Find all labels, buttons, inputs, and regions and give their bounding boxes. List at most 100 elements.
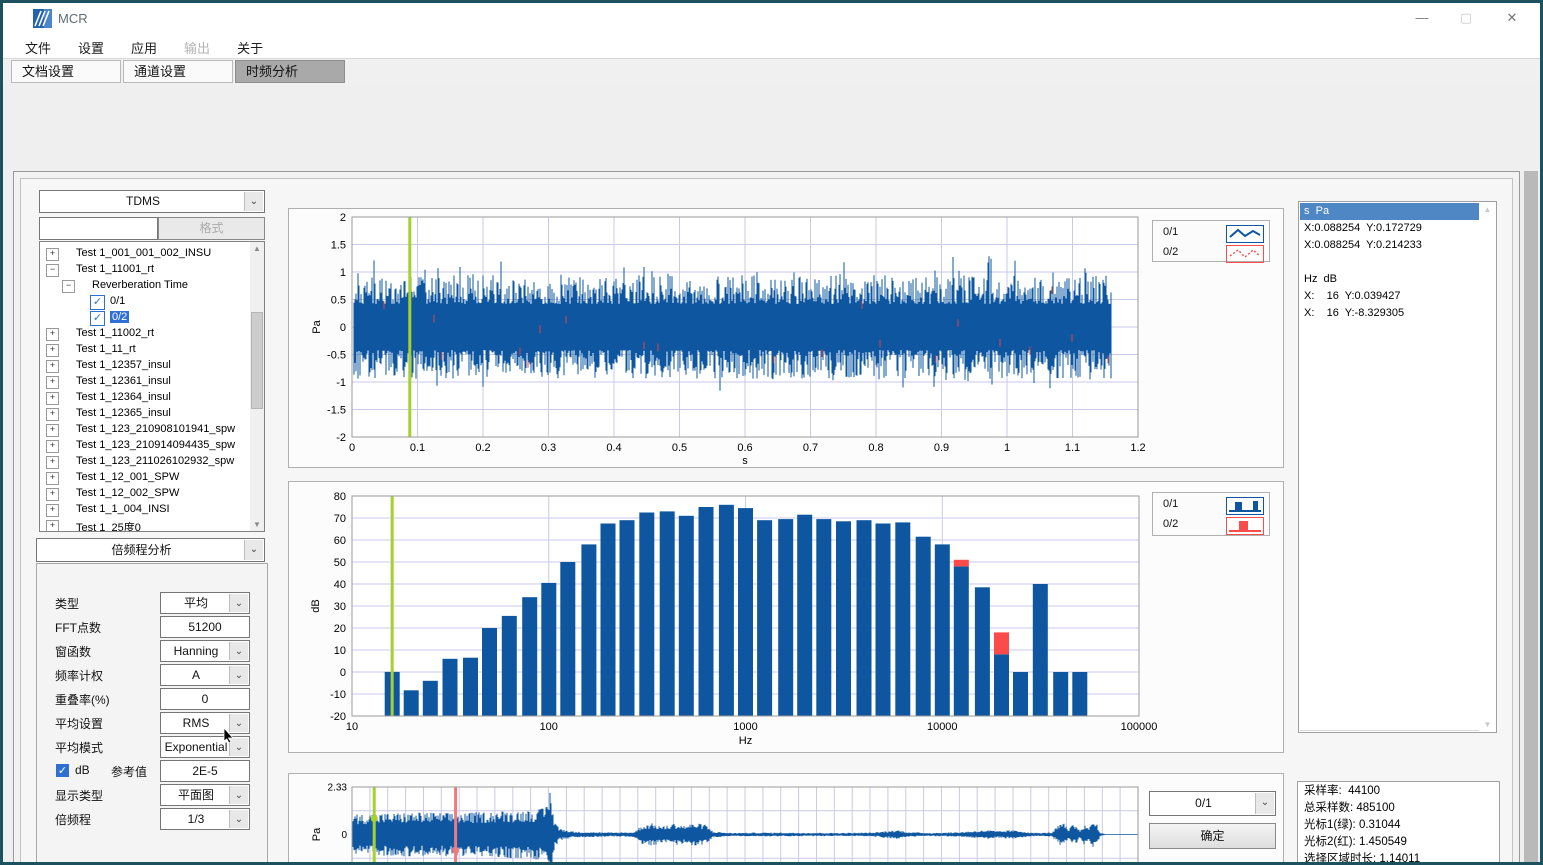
chevron-down-icon[interactable]: ⌄ [229,666,248,684]
tree-scrollbar[interactable]: ▲ ▼ [250,242,264,531]
expand-icon[interactable]: + [46,456,59,469]
menu-item[interactable]: 设置 [69,33,113,57]
checkbox[interactable]: ✓ [90,295,105,310]
tree-row[interactable]: +Test 1_25度0 [40,518,245,532]
legend-row[interactable]: 0/2 [1153,243,1269,263]
tree-row[interactable]: +Test 1_1_004_INSI [40,502,245,518]
tab-1[interactable]: 通道设置 [123,60,233,83]
tree-row[interactable]: +Test 1_123_210914094435_spw [40,438,245,454]
collapse-icon[interactable]: − [62,280,75,293]
readout-row[interactable]: X:0.088254 Y:0.172729 [1300,220,1479,238]
tab-2[interactable]: 时频分析 [235,60,345,83]
confirm-button[interactable]: 确定 [1149,823,1276,849]
maximize-button[interactable]: ▢ [1449,9,1483,27]
spectrum-chart[interactable]: 80706050403020100-10-2010100100010000100… [289,482,1283,752]
menu-item[interactable]: 文件 [16,33,60,57]
db-checkbox[interactable]: ✓ [56,764,69,777]
readout-row[interactable] [1300,322,1479,340]
overview-chart[interactable]: 00.250.50.7511.251.51.7522.252.52.7533.2… [289,774,1283,865]
readout-row[interactable]: X: 16 Y:-8.329305 [1300,305,1479,323]
chevron-down-icon[interactable]: ⌄ [229,810,248,828]
tree-row[interactable]: +Test 1_123_210908101941_spw [40,422,245,438]
readout-row[interactable] [1300,628,1479,646]
tree-row[interactable]: +Test 1_12365_insul [40,406,245,422]
menu-item[interactable]: 输出 [175,33,219,57]
readout-row[interactable] [1300,594,1479,612]
readout-row[interactable]: Hz dB [1300,271,1479,289]
scroll-up-icon[interactable]: ▲ [250,244,264,253]
readout-scrollbar[interactable]: ▲ ▼ [1480,203,1495,731]
readout-row[interactable] [1300,424,1479,442]
waveform-chart[interactable]: 00.10.20.30.40.50.60.70.80.911.11.221.51… [289,209,1283,467]
readout-row[interactable]: X: 16 Y:0.039427 [1300,288,1479,306]
readout-row[interactable] [1300,492,1479,510]
tab-0[interactable]: 文档设置 [11,60,121,83]
readout-row[interactable]: X:0.088254 Y:0.214233 [1300,237,1479,255]
tree-row[interactable]: +Test 1_12_001_SPW [40,470,245,486]
expand-icon[interactable]: + [46,504,59,517]
tree-row[interactable]: +Test 1_12_002_SPW [40,486,245,502]
field-select[interactable]: 1/3⌄ [160,808,250,830]
field-input[interactable]: 51200 [160,616,250,638]
field-select[interactable]: Hanning⌄ [160,640,250,662]
scroll-down-icon[interactable]: ▼ [1480,720,1495,729]
tree-row[interactable]: +Test 1_11002_rt [40,326,245,342]
expand-icon[interactable]: + [46,376,59,389]
tree-row[interactable]: ✓0/2 [40,310,245,326]
readout-row[interactable] [1300,679,1479,697]
field-input[interactable]: 0 [160,688,250,710]
tree-row[interactable]: ✓0/1 [40,294,245,310]
scroll-down-icon[interactable]: ▼ [250,520,264,529]
expand-icon[interactable]: + [46,408,59,421]
readout-row[interactable] [1300,407,1479,425]
readout-row[interactable] [1300,441,1479,459]
tree-row[interactable]: −Reverberation Time [40,278,245,294]
file-format-select[interactable]: TDMS⌄ [39,190,265,213]
readout-row[interactable] [1300,543,1479,561]
collapse-icon[interactable]: − [46,264,59,277]
expand-icon[interactable]: + [46,488,59,501]
tree-row[interactable]: −Test 1_11001_rt [40,262,245,278]
chevron-down-icon[interactable]: ⌄ [244,192,263,211]
readout-row[interactable] [1300,373,1479,391]
expand-icon[interactable]: + [46,520,59,532]
field-select[interactable]: 平面图⌄ [160,784,250,806]
readout-row[interactable] [1300,509,1479,527]
vertical-scrollbar[interactable] [1524,171,1538,865]
readout-row[interactable] [1300,577,1479,595]
filter-input[interactable] [39,217,158,240]
expand-icon[interactable]: + [46,248,59,261]
scroll-up-icon[interactable]: ▲ [1480,205,1495,214]
legend-row[interactable]: 0/1 [1153,223,1269,243]
field-select[interactable]: 平均⌄ [160,592,250,614]
channel-select[interactable]: 0/1⌄ [1149,791,1276,816]
analysis-type-select[interactable]: 倍频程分析⌄ [36,538,265,562]
readout-row[interactable] [1300,458,1479,476]
field-select[interactable]: Exponential⌄ [160,736,250,758]
readout-row[interactable] [1300,560,1479,578]
tree-row[interactable]: +Test 1_001_001_002_INSU [40,246,245,262]
expand-icon[interactable]: + [46,440,59,453]
format-button[interactable]: 格式 [158,217,265,240]
readout-row[interactable] [1300,390,1479,408]
chevron-down-icon[interactable]: ⌄ [229,786,248,804]
tree-scrollbar-thumb[interactable] [251,312,263,409]
field-select[interactable]: A⌄ [160,664,250,686]
readout-row[interactable] [1300,696,1479,714]
menu-item[interactable]: 关于 [228,33,272,57]
tree-row[interactable]: +Test 1_11_rt [40,342,245,358]
expand-icon[interactable]: + [46,344,59,357]
expand-icon[interactable]: + [46,392,59,405]
readout-row[interactable] [1300,611,1479,629]
readout-row[interactable] [1300,254,1479,272]
chevron-down-icon[interactable]: ⌄ [229,594,248,612]
readout-row[interactable] [1300,356,1479,374]
checkbox[interactable]: ✓ [90,311,105,326]
readout-row[interactable] [1300,339,1479,357]
reference-value-input[interactable]: 2E-5 [160,760,250,782]
readout-row[interactable] [1300,662,1479,680]
expand-icon[interactable]: + [46,360,59,373]
tree-row[interactable]: +Test 1_12364_insul [40,390,245,406]
chevron-down-icon[interactable]: ⌄ [1255,793,1274,814]
expand-icon[interactable]: + [46,472,59,485]
